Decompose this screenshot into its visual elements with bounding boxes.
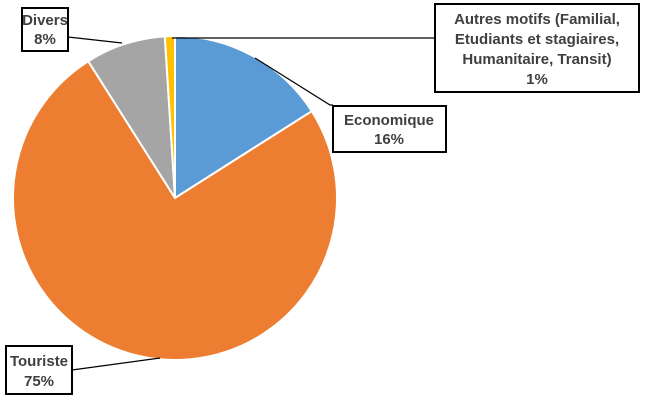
pie-slice-economique bbox=[174, 34, 314, 200]
callout-touriste: Touriste 75% bbox=[5, 345, 73, 395]
callout-economique: Economique 16% bbox=[332, 105, 447, 153]
callout-autres-line-2: Etudiants et stagiaires, bbox=[455, 31, 619, 48]
callout-autres-line-1: Autres motifs (Familial, bbox=[454, 11, 620, 28]
callout-divers-label: Divers bbox=[22, 12, 68, 29]
callout-economique-label: Economique bbox=[344, 112, 434, 129]
callout-autres-motifs: Autres motifs (Familial, Etudiants et st… bbox=[434, 3, 640, 93]
pie-slice-autres bbox=[163, 34, 176, 199]
callout-touriste-value: 75% bbox=[24, 373, 54, 390]
callout-autres-line-3: Humanitaire, Transit) bbox=[462, 51, 611, 68]
callout-economique-value: 16% bbox=[374, 131, 404, 148]
leader-line-touriste bbox=[71, 357, 161, 371]
callout-touriste-label: Touriste bbox=[10, 353, 68, 370]
callout-divers: Divers 8% bbox=[21, 7, 69, 52]
callout-autres-value: 1% bbox=[526, 71, 548, 88]
pie-slice-touriste bbox=[12, 59, 338, 361]
callout-divers-value: 8% bbox=[34, 31, 56, 48]
leader-line-divers bbox=[67, 36, 123, 44]
pie-slices bbox=[12, 34, 338, 361]
